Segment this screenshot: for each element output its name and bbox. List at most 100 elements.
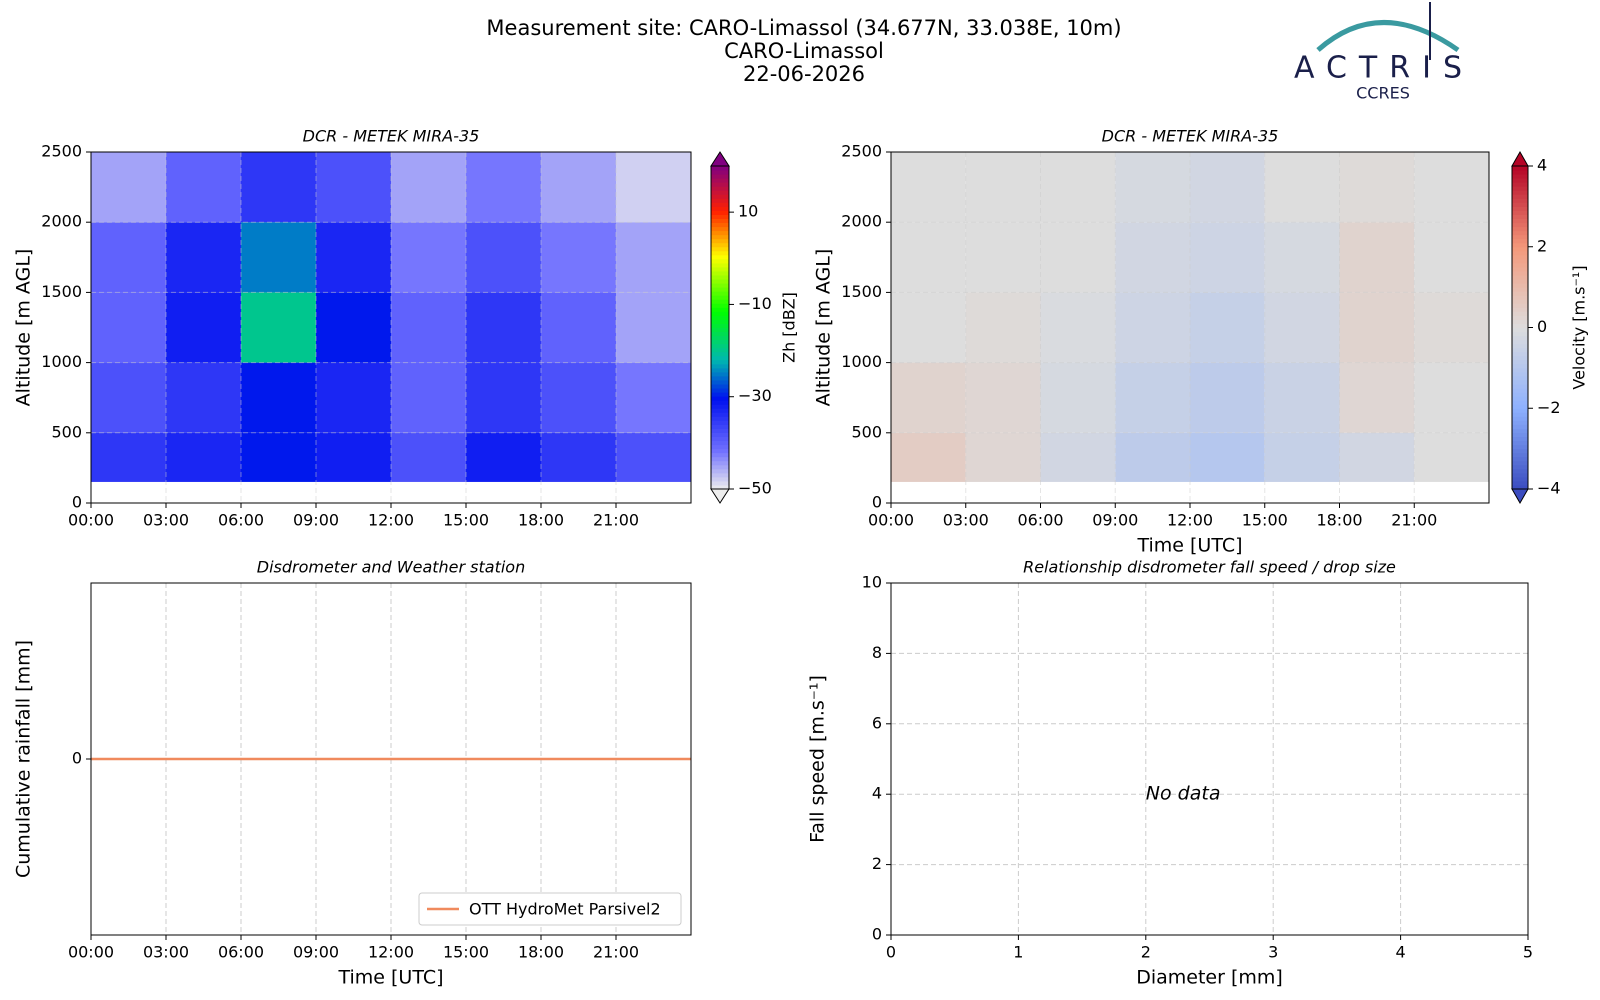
colorbar-step: [1512, 440, 1528, 446]
y-tick-label: 2500: [841, 142, 882, 161]
colorbar-step: [711, 210, 729, 215]
x-tick-label: 18:00: [518, 511, 564, 530]
x-tick-label: 03:00: [943, 511, 989, 530]
colorbar-step: [711, 190, 729, 195]
colorbar-step: [711, 432, 729, 438]
colorbar-step: [711, 291, 729, 296]
colorbar-step: [1512, 311, 1528, 316]
heatmap-cell: [166, 362, 241, 433]
colorbar-step: [711, 484, 729, 490]
colorbar-step: [711, 448, 729, 454]
heatmap-cell: [1339, 362, 1415, 433]
heatmap-cell: [166, 432, 241, 482]
colorbar-step: [1512, 186, 1528, 191]
heatmap-cell: [1264, 362, 1340, 433]
colorbar-step: [711, 214, 729, 219]
colorbar-step: [711, 436, 729, 442]
date: 22-06-2026: [743, 62, 865, 86]
y-axis-label: Altitude [m AGL]: [813, 249, 835, 407]
colorbar-step: [1512, 432, 1528, 438]
heatmap-cell: [965, 432, 1041, 482]
colorbar-step: [1512, 347, 1528, 353]
colorbar-step: [711, 416, 729, 421]
x-tick-label: 21:00: [593, 943, 639, 962]
colorbar-step: [1512, 178, 1528, 183]
colorbar-tick-label: −10: [738, 294, 772, 313]
heatmap-cell: [1414, 152, 1489, 223]
y-tick-label: 8: [872, 643, 882, 662]
y-tick-label: 10: [862, 573, 882, 592]
colorbar-step: [711, 351, 729, 357]
colorbar-step: [711, 319, 729, 324]
colorbar-step: [711, 355, 729, 361]
heatmap-cell: [1414, 432, 1489, 482]
heatmap-cell: [1190, 432, 1265, 482]
heatmap-cell: [541, 432, 616, 482]
heatmap-cell: [1115, 432, 1190, 482]
colorbar-step: [711, 384, 729, 389]
heatmap-cell: [616, 432, 691, 482]
colorbar-step: [1512, 202, 1528, 207]
colorbar-step: [711, 363, 729, 369]
colorbar-step: [1512, 226, 1528, 232]
colorbar-step: [1512, 396, 1528, 401]
panel-title: DCR - METEK MIRA-35: [1102, 127, 1279, 146]
colorbar-step: [1512, 472, 1528, 478]
colorbar-step: [711, 202, 729, 207]
y-tick-label: 2000: [41, 212, 82, 231]
colorbar-step: [711, 464, 729, 470]
colorbar-step: [1512, 388, 1528, 393]
x-tick-label: 21:00: [1391, 511, 1437, 530]
colorbar-step: [711, 186, 729, 191]
colorbar-step: [1512, 384, 1528, 389]
heatmap-cell: [391, 222, 466, 293]
colorbar-step: [711, 230, 729, 236]
heatmap-cell: [316, 432, 391, 482]
x-tick-label: 09:00: [293, 511, 339, 530]
colorbar-step: [1512, 375, 1528, 381]
colorbar-step: [1512, 452, 1528, 458]
annotation: No data: [1146, 783, 1221, 805]
colorbar-step: [711, 250, 729, 256]
heatmap-cell: [1040, 432, 1116, 482]
y-tick-label: 0: [72, 493, 82, 512]
x-tick-label: 06:00: [1017, 511, 1063, 530]
colorbar-step: [1512, 359, 1528, 365]
colorbar-label: Velocity [m.s⁻¹]: [1570, 265, 1589, 389]
colorbar-step: [1512, 319, 1528, 324]
x-tick-label: 15:00: [443, 511, 489, 530]
colorbar-step: [1512, 379, 1528, 385]
logo-arc: [1316, 20, 1460, 53]
colorbar-step: [711, 206, 729, 211]
colorbar-step: [1512, 262, 1528, 268]
colorbar-step: [1512, 214, 1528, 219]
figure-title: Measurement site: CARO-Limassol (34.677N…: [486, 16, 1121, 40]
colorbar-step: [711, 182, 729, 187]
colorbar-step: [711, 480, 729, 486]
heatmap-cell: [616, 222, 691, 293]
colorbar-step: [1512, 250, 1528, 256]
colorbar-step: [711, 400, 729, 405]
colorbar-step: [711, 254, 729, 260]
colorbar-step: [1512, 266, 1528, 272]
heatmap-cell: [166, 292, 241, 363]
panel-title: Relationship disdrometer fall speed / dr…: [1023, 558, 1396, 577]
heatmap-cell: [1115, 222, 1190, 293]
heatmap-cell: [1190, 362, 1265, 433]
colorbar-step: [1512, 460, 1528, 466]
colorbar-step: [1512, 335, 1528, 341]
x-tick-label: 1: [1013, 943, 1023, 962]
colorbar-step: [711, 420, 729, 425]
colorbar-step: [711, 242, 729, 248]
heatmap-cell: [1264, 432, 1340, 482]
colorbar-step: [711, 194, 729, 199]
heatmap-cell: [891, 292, 966, 363]
colorbar-step: [1512, 400, 1528, 405]
x-tick-label: 12:00: [1167, 511, 1213, 530]
y-tick-label: 1500: [41, 282, 82, 301]
colorbar-tick-label: −2: [1537, 398, 1561, 417]
colorbar-step: [711, 234, 729, 240]
colorbar-step: [1512, 367, 1528, 373]
x-tick-label: 4: [1396, 943, 1406, 962]
y-tick-label: 500: [851, 422, 882, 441]
